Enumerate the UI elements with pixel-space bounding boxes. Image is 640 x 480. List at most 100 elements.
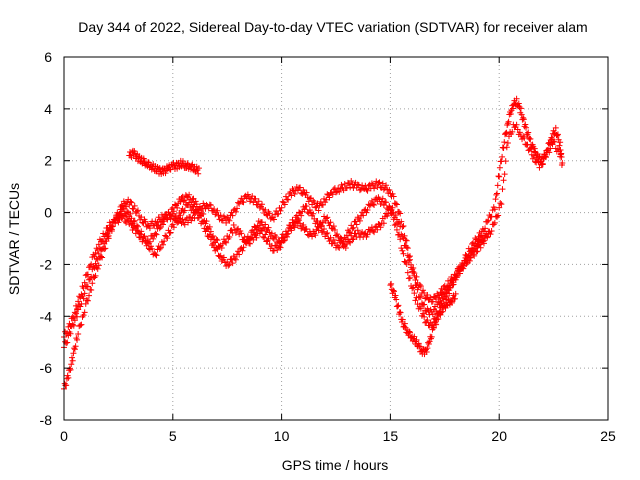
data-point (134, 223, 141, 230)
data-point (416, 343, 423, 350)
data-point (531, 152, 538, 159)
data-point (289, 216, 296, 223)
data-point (350, 235, 357, 242)
data-point (477, 244, 484, 251)
data-point (192, 206, 199, 213)
data-point (376, 179, 383, 186)
y-tick-label: 0 (44, 205, 52, 221)
data-point (427, 294, 434, 301)
data-point (167, 212, 174, 219)
data-point (247, 235, 254, 242)
data-point (428, 333, 435, 340)
data-point (480, 240, 487, 247)
data-point (233, 226, 240, 233)
data-point (476, 241, 483, 248)
data-point (133, 222, 140, 229)
data-point (89, 280, 96, 287)
data-point (102, 238, 109, 245)
data-point (471, 252, 478, 259)
data-point (156, 225, 163, 232)
data-point (63, 375, 70, 382)
data-point (213, 236, 220, 243)
data-point (99, 254, 106, 261)
data-point (356, 187, 363, 194)
data-point (319, 228, 326, 235)
data-point (206, 231, 213, 238)
data-point (197, 204, 203, 211)
data-point (70, 322, 77, 329)
data-point (301, 206, 308, 213)
data-point (498, 201, 505, 208)
data-point (366, 202, 373, 209)
data-point (548, 134, 555, 141)
data-point (526, 146, 533, 153)
data-point (482, 225, 489, 232)
data-point (75, 306, 82, 313)
data-point (161, 238, 168, 245)
data-point (112, 218, 119, 225)
data-point (220, 254, 227, 261)
data-point (517, 105, 524, 112)
data-point (343, 184, 350, 191)
data-point (554, 132, 561, 139)
data-point (505, 118, 512, 125)
data-point (174, 204, 181, 211)
data-point (193, 201, 200, 208)
data-point (314, 218, 321, 225)
data-point (378, 198, 385, 205)
data-point (496, 204, 503, 211)
data-point (398, 245, 405, 252)
data-point (297, 184, 304, 191)
data-point (277, 207, 284, 214)
data-point (466, 257, 473, 264)
data-point (521, 134, 528, 141)
data-point (250, 199, 257, 206)
data-point (484, 233, 491, 240)
data-point (203, 218, 210, 225)
data-point (77, 303, 84, 310)
data-point (195, 165, 202, 172)
data-point (330, 236, 337, 243)
data-point (495, 173, 502, 180)
data-point (403, 237, 410, 244)
data-point (97, 246, 104, 253)
x-tick-label: 10 (274, 428, 290, 444)
data-point (401, 320, 408, 327)
data-point (552, 124, 559, 131)
data-point (252, 195, 259, 202)
data-point (278, 204, 285, 211)
data-point (148, 243, 155, 250)
data-point (229, 260, 236, 267)
data-point (71, 309, 78, 316)
data-point (324, 229, 331, 236)
ticks-layer (63, 56, 609, 421)
data-point (371, 185, 378, 192)
series-track-a (61, 95, 566, 392)
data-point (105, 232, 112, 239)
data-point (120, 204, 127, 211)
series-track-e (387, 280, 459, 358)
data-point (291, 220, 298, 227)
data-point (335, 244, 342, 251)
data-point (108, 226, 115, 233)
data-point (400, 250, 407, 257)
data-point (485, 228, 492, 235)
data-point (389, 209, 396, 216)
data-point (361, 230, 368, 237)
data-point (277, 239, 284, 246)
data-point (433, 296, 440, 303)
data-point (128, 199, 135, 206)
data-point (354, 181, 361, 188)
data-point (268, 230, 275, 237)
data-point (386, 187, 393, 194)
data-point (457, 270, 464, 277)
data-point (71, 317, 78, 324)
data-point (69, 357, 76, 364)
data-point (272, 242, 279, 249)
data-point (406, 256, 413, 263)
data-point (331, 227, 338, 234)
data-point (346, 238, 353, 245)
data-point (84, 297, 91, 304)
data-point (102, 245, 109, 252)
data-point (360, 212, 367, 219)
